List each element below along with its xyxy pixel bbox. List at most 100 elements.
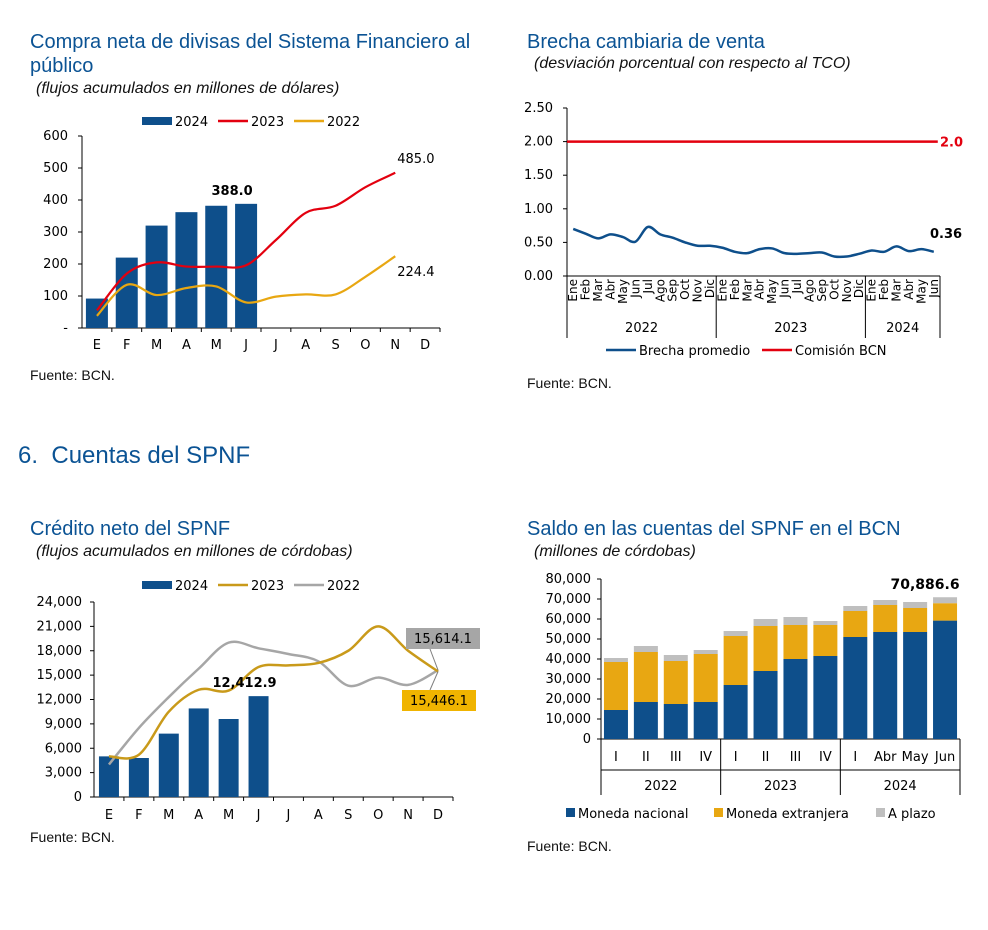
saldo-bar-moneda-nacional: [873, 632, 898, 739]
credito-xtick: A: [314, 808, 323, 823]
brecha-legend-label: Brecha promedio: [639, 344, 750, 359]
compra-ytick: 100: [43, 289, 68, 304]
credito-line-2022: [107, 640, 439, 766]
brecha-xtick: Ene: [865, 279, 879, 302]
compra-xtick: S: [331, 338, 339, 353]
saldo-legend-swatch: [566, 808, 575, 817]
compra-ytick: -: [63, 321, 68, 336]
chart2-source: Fuente: BCN.: [527, 375, 612, 391]
credito-xtick: J: [286, 808, 291, 823]
saldo-bar-moneda-extranjera: [693, 654, 718, 702]
compra-ytick: 300: [43, 225, 68, 240]
compra-bar-2024: [145, 225, 168, 328]
saldo-xtick: II: [762, 750, 770, 765]
credito-legend-label: 2024: [175, 579, 208, 594]
compra-legend-label: 2024: [175, 115, 208, 130]
compra-xtick: F: [123, 338, 130, 353]
brecha-legend-label: Comisión BCN: [795, 344, 887, 359]
compra-line-2023: [96, 171, 396, 312]
saldo-bar-moneda-extranjera: [933, 603, 958, 621]
credito-xtick: D: [433, 808, 443, 823]
compra-bar-2024: [115, 257, 138, 328]
compra-legend-swatch-2024: [142, 117, 172, 125]
brecha-ytick: 2.00: [524, 135, 553, 150]
saldo-ytick: 0: [583, 732, 591, 747]
brecha-xtick: Ene: [566, 279, 580, 302]
brecha-xtick: Sep: [666, 279, 680, 302]
compra-ytick: 600: [43, 129, 68, 144]
saldo-legend-label: A plazo: [888, 807, 936, 822]
brecha-xtick: Nov: [691, 279, 705, 302]
credito-bar-2024: [98, 756, 119, 797]
brecha-xtick: Abr: [604, 279, 618, 300]
saldo-bar-moneda-extranjera: [633, 652, 658, 702]
saldo-ytick: 40,000: [546, 652, 592, 667]
saldo-xtick: IV: [699, 750, 712, 765]
credito-xtick: E: [105, 808, 113, 823]
compra-ytick: 400: [43, 193, 68, 208]
credito-callout-box-2023: [402, 690, 476, 711]
saldo-xtick: Jun: [934, 750, 955, 765]
brecha-label-last: 0.36: [930, 227, 962, 242]
brecha-year-label: 2022: [625, 321, 658, 336]
saldo-bar-moneda-nacional: [753, 671, 778, 739]
brecha-xtick: Feb: [579, 279, 593, 300]
section-heading: 6. Cuentas del SPNF: [18, 442, 250, 470]
saldo-bar-moneda-nacional: [933, 620, 958, 739]
brecha-year-label: 2024: [886, 321, 919, 336]
saldo-ytick: 50,000: [546, 632, 592, 647]
brecha-xtick: May: [914, 279, 928, 304]
credito-xtick: J: [256, 808, 261, 823]
compra-xtick: A: [182, 338, 191, 353]
saldo-bar-moneda-nacional: [843, 637, 868, 739]
credito-bar-2024: [158, 733, 179, 797]
saldo-xtick: I: [734, 750, 738, 765]
credito-ytick: 9,000: [45, 717, 82, 732]
compra-ytick: 200: [43, 257, 68, 272]
saldo-xtick: Abr: [874, 750, 897, 765]
brecha-xtick: Feb: [877, 279, 891, 300]
brecha-line-promedio: [572, 225, 935, 259]
brecha-ytick: 1.50: [524, 168, 553, 183]
compra-bar-2024: [85, 298, 108, 328]
credito-label-2022: 15,614.1: [414, 632, 472, 647]
compra-xtick: E: [93, 338, 101, 353]
section-number: 6.: [18, 442, 39, 469]
saldo-legend-label: Moneda nacional: [578, 807, 689, 822]
chart3-title: Crédito neto del SPNF: [30, 518, 231, 540]
compra-xtick: A: [301, 338, 310, 353]
saldo-ytick: 60,000: [546, 612, 592, 627]
saldo-legend-swatch: [714, 808, 723, 817]
saldo-year-label: 2024: [884, 779, 917, 794]
credito-legend-label: 2023: [251, 579, 284, 594]
brecha-ytick: 0.00: [524, 269, 553, 284]
credito-label-bar: 12,412.9: [212, 676, 276, 691]
credito-ytick: 24,000: [37, 595, 83, 610]
saldo-bar-a-plazo: [873, 600, 898, 605]
credito-callout-line-2022: [429, 648, 439, 671]
saldo-bar-moneda-extranjera: [813, 625, 838, 656]
credito-label-2023: 15,446.1: [410, 694, 468, 709]
credito-ytick: 21,000: [37, 619, 83, 634]
saldo-bar-a-plazo: [633, 646, 658, 652]
saldo-xtick: III: [790, 750, 802, 765]
compra-legend-label: 2023: [251, 115, 284, 130]
saldo-bar-moneda-nacional: [663, 704, 688, 739]
saldo-ytick: 30,000: [546, 672, 592, 687]
saldo-label-total: 70,886.6: [890, 577, 959, 593]
brecha-xtick: Jun: [927, 279, 941, 299]
credito-line-2023: [108, 625, 439, 760]
brecha-xtick: Dic: [852, 279, 866, 298]
saldo-bar-moneda-nacional: [903, 632, 928, 739]
brecha-xtick: Oct: [827, 279, 841, 300]
saldo-bar-moneda-nacional: [783, 659, 808, 739]
brecha-xtick: May: [616, 279, 630, 304]
saldo-bar-a-plazo: [753, 619, 778, 626]
saldo-bar-a-plazo: [783, 617, 808, 625]
chart3-subtitle: (flujos acumulados en millones de córdob…: [36, 543, 353, 560]
compra-label-2022: 224.4: [397, 265, 434, 280]
chart1-title: Compra neta de divisas del Sistema Finan…: [30, 31, 471, 77]
saldo-bar-a-plazo: [933, 597, 958, 604]
credito-ytick: 15,000: [37, 668, 83, 683]
